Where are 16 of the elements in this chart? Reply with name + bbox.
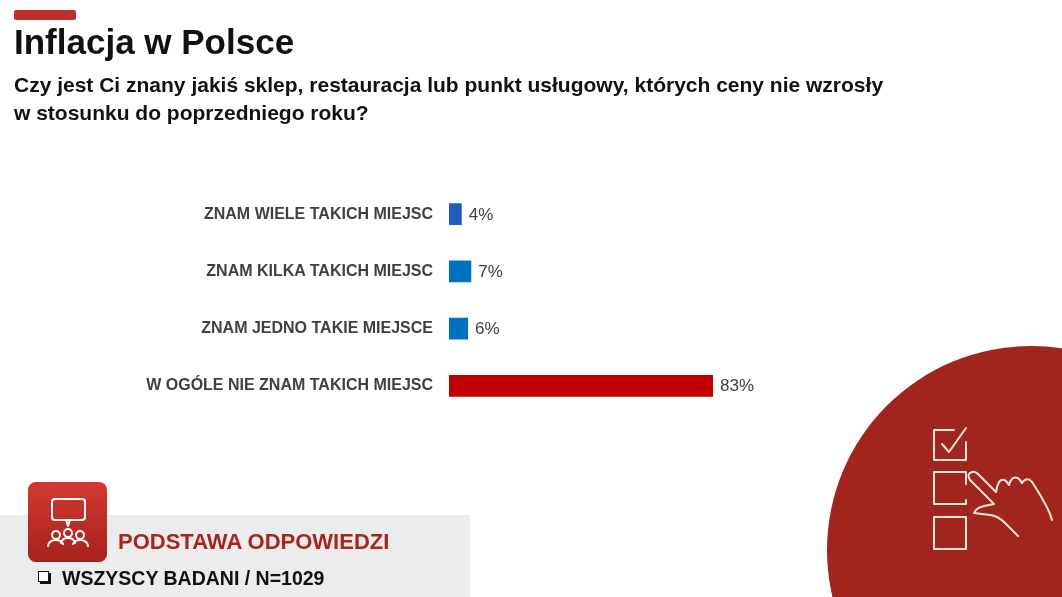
y-tick-label: ZNAM WIELE TAKICH MIEJSC — [203, 204, 434, 222]
text: WSZYSCY BADANI / N=1029 — [62, 567, 325, 589]
bar — [449, 203, 462, 226]
data-label: 83% — [720, 376, 755, 396]
bar — [449, 260, 472, 283]
bar — [449, 374, 713, 397]
y-tick-label: ZNAM KILKA TAKICH MIEJSC — [206, 261, 434, 279]
chart-subtitle: Czy jest Ci znany jakiś sklep, restauracja lub punkt usługowy, których ceny nie wzrosły w stosunku do poprzedniego roku? — [14, 72, 885, 126]
text: PODSTAWA ODPOWIEDZI — [118, 529, 390, 555]
y-tick-label: ZNAM JEDNO TAKIE MIEJSCE — [201, 319, 434, 337]
data-label: 6% — [475, 319, 500, 339]
y-tick-label: W OGÓLE NIE ZNAM TAKICH MIEJSC — [146, 375, 434, 394]
data-label: 7% — [478, 262, 503, 282]
bar — [449, 317, 469, 340]
data-label: 4% — [468, 204, 494, 224]
text: Inflacja w Polsce — [14, 22, 295, 62]
